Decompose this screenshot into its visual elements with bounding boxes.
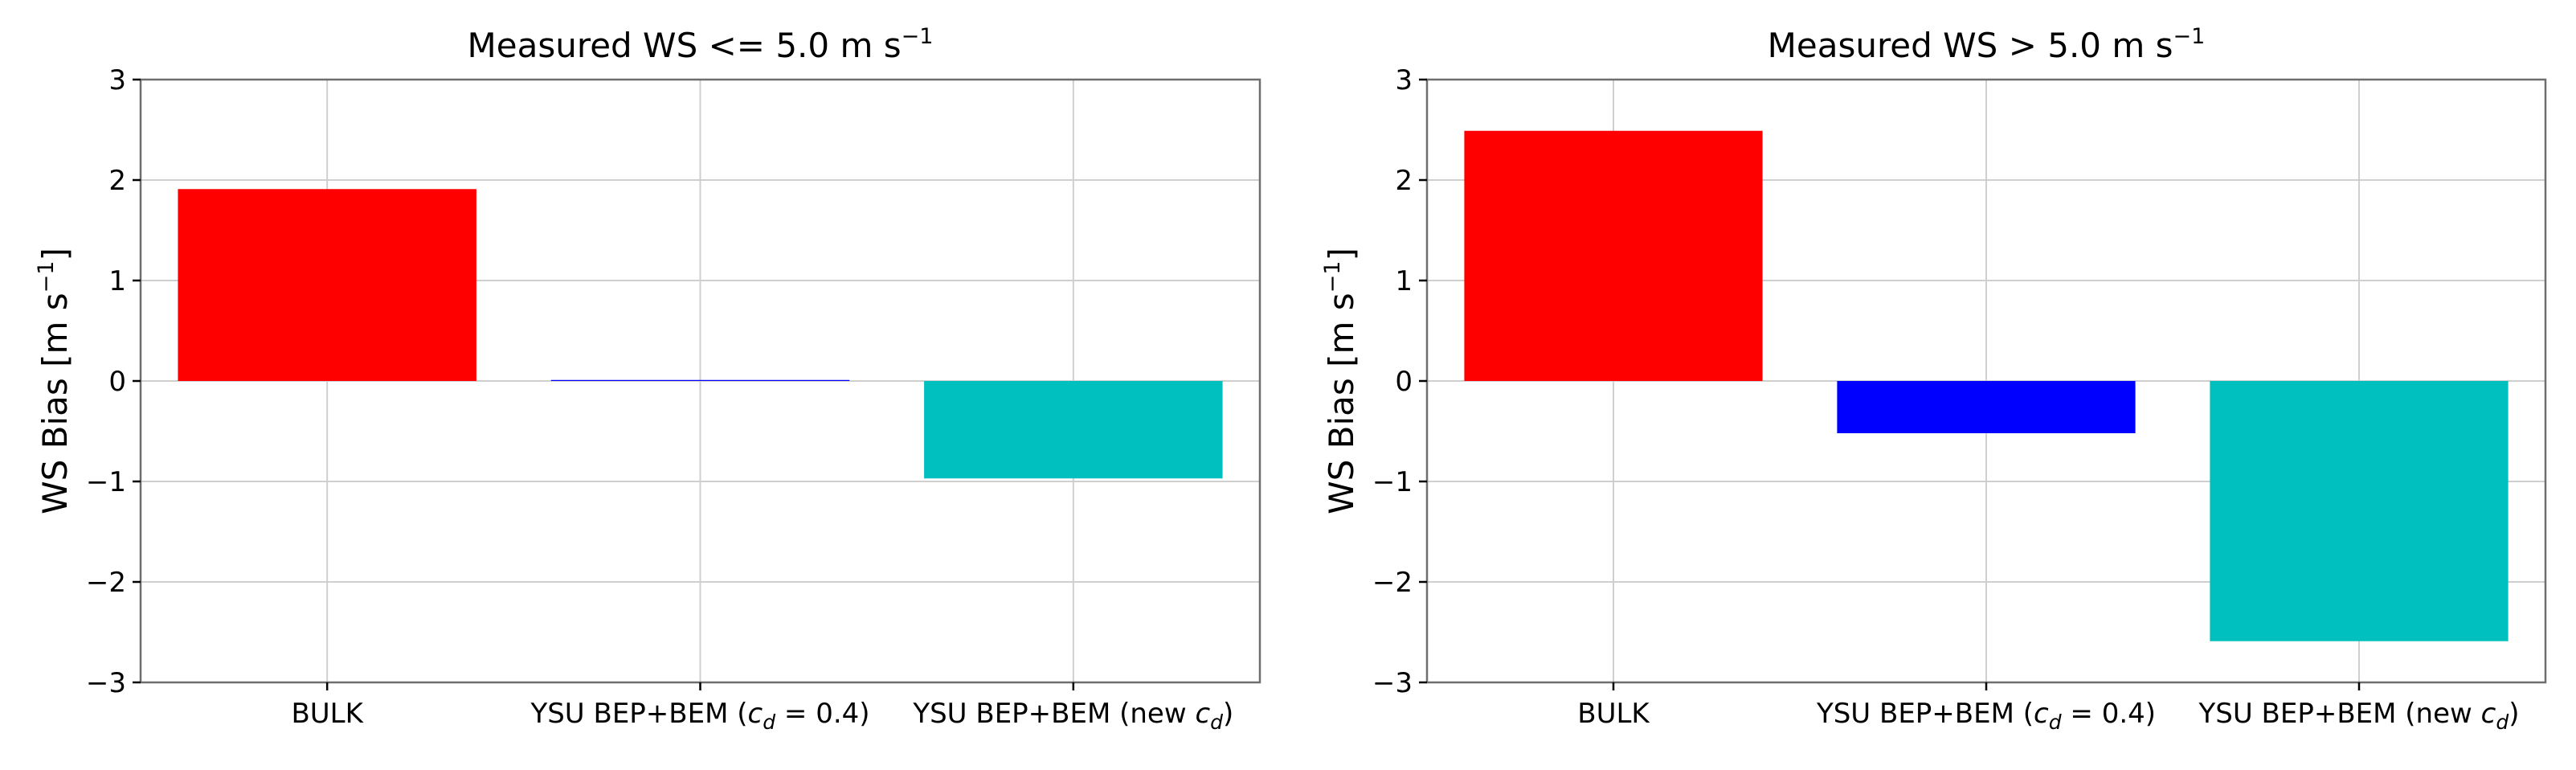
y-tick-label: 0 (108, 366, 126, 398)
x-tick-label: BULK (291, 698, 364, 730)
bar-3 (2210, 381, 2509, 641)
y-tick-label: −1 (86, 466, 126, 498)
bar-1 (178, 189, 476, 381)
y-tick-label: −2 (1372, 567, 1413, 599)
y-tick-label: 3 (1395, 64, 1413, 96)
bar-2 (1837, 381, 2136, 433)
chart-panel-2: −3 −2 −1 0 1 2 3 BULK YSU BEP+BEM (cd = 0.4) YSU … (1320, 24, 2547, 734)
x-tick-label: YSU BEP+BEM (new cd) (2198, 698, 2520, 734)
chart-title: Measured WS > 5.0 m s−1 (1768, 24, 2206, 65)
chart-title: Measured WS <= 5.0 m s−1 (468, 24, 934, 65)
y-tick-label: 2 (1395, 165, 1413, 197)
x-tick-label: YSU BEP+BEM (new cd) (912, 698, 1233, 734)
chart-panel-1: −3 −2 −1 0 1 2 3 BULK YSU BEP+BEM (cd = 0.4) YSU … (34, 24, 1261, 734)
y-axis-label: WS Bias [m s−1] (1320, 248, 1361, 514)
bar-2 (550, 379, 850, 381)
y-tick-label: −2 (86, 567, 126, 599)
y-tick-label: 1 (1395, 265, 1413, 297)
y-tick-label: 2 (108, 165, 126, 197)
bar-1 (1464, 130, 1763, 381)
bar-3 (924, 381, 1223, 479)
y-tick-label: −1 (1372, 466, 1413, 498)
y-tick-label: 0 (1395, 366, 1413, 398)
y-tick-label: −3 (1372, 667, 1413, 699)
x-tick-label: YSU BEP+BEM (cd = 0.4) (1816, 698, 2156, 734)
y-tick-label: 1 (108, 265, 126, 297)
y-tick-label: −3 (86, 667, 126, 699)
x-tick-label: BULK (1577, 698, 1650, 730)
x-tick-label: YSU BEP+BEM (cd = 0.4) (530, 698, 869, 734)
y-axis-label: WS Bias [m s−1] (34, 248, 75, 514)
y-tick-label: 3 (108, 64, 126, 96)
